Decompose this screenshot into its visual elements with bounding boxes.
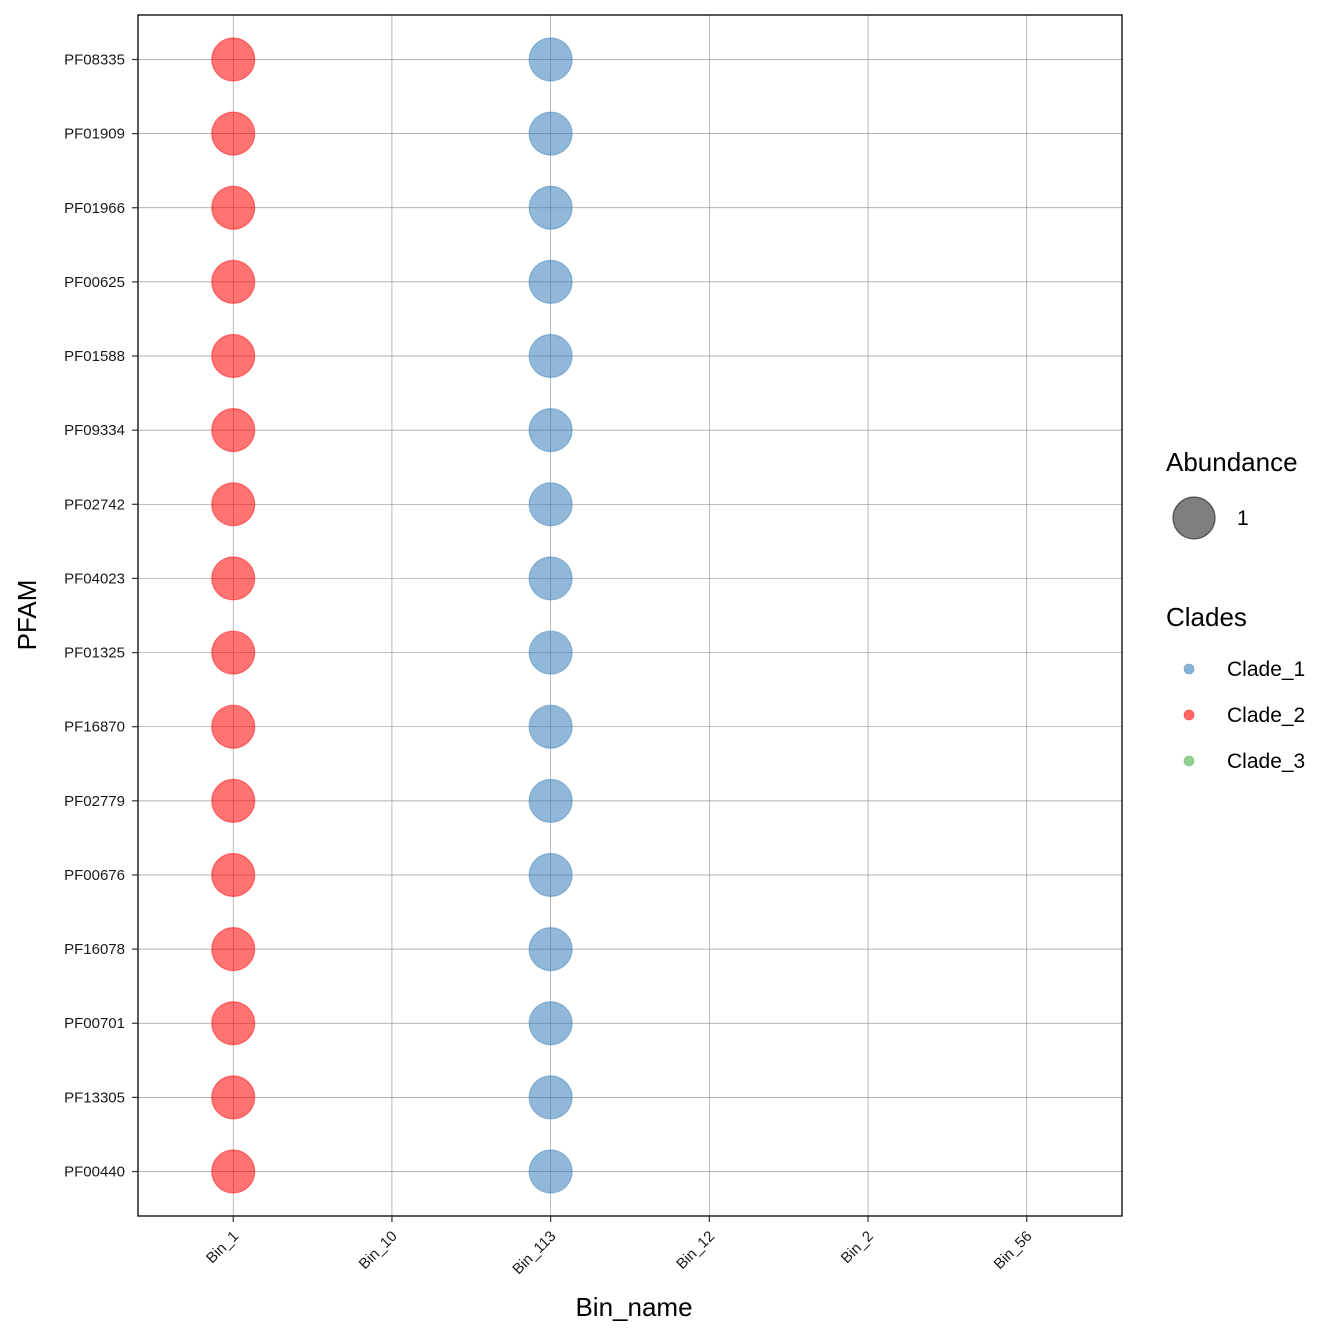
data-point <box>528 408 573 453</box>
y-axis-ticks: PF08335 PF01909 PF01966 PF00625 PF01588 PF093… <box>64 51 138 1181</box>
data-point <box>528 556 573 601</box>
data-point <box>211 927 256 972</box>
y-tick-label: PF02742 <box>64 496 125 513</box>
legend-abundance: Abundance 1 <box>1166 447 1298 540</box>
data-point <box>528 482 573 527</box>
data-point <box>211 1001 256 1046</box>
y-tick-label: PF00676 <box>64 867 125 884</box>
data-point <box>528 704 573 749</box>
data-point <box>528 111 573 156</box>
data-point <box>211 778 256 823</box>
data-point <box>528 1001 573 1046</box>
data-point <box>211 1075 256 1120</box>
y-tick-label: PF08335 <box>64 51 125 68</box>
data-point <box>528 927 573 972</box>
y-axis-title: PFAM <box>12 580 42 651</box>
legend-clade-key <box>1183 755 1195 767</box>
y-tick-label: PF01909 <box>64 126 125 143</box>
data-point <box>528 259 573 304</box>
y-tick-label: PF16078 <box>64 941 125 958</box>
data-point <box>528 333 573 379</box>
data-point <box>211 1149 256 1194</box>
legend-abundance-label: 1 <box>1237 507 1249 530</box>
y-tick-label: PF01588 <box>64 348 125 365</box>
legend-abundance-key <box>1172 496 1216 540</box>
grid-lines <box>138 15 1122 1216</box>
data-point <box>528 185 573 230</box>
legend-clade-key <box>1183 663 1195 675</box>
data-point <box>528 852 573 898</box>
plot-panel-border <box>137 14 1123 1217</box>
y-tick-label: PF02779 <box>64 793 125 810</box>
legend-abundance-title: Abundance <box>1166 447 1298 477</box>
data-point <box>211 333 256 379</box>
y-tick-label: PF09334 <box>64 422 125 439</box>
data-point <box>211 704 256 749</box>
data-point <box>528 630 573 675</box>
data-point <box>211 482 256 527</box>
data-point <box>211 556 256 601</box>
data-point <box>211 111 256 156</box>
data-point <box>211 185 256 230</box>
data-point <box>211 852 256 898</box>
data-points <box>211 37 573 1194</box>
legend-clade-label: Clade_3 <box>1227 750 1305 773</box>
legend-clade-label: Clade_1 <box>1227 658 1305 681</box>
y-tick-label: PF00440 <box>64 1164 125 1181</box>
data-point <box>528 1149 573 1194</box>
data-point <box>211 630 256 675</box>
y-tick-label: PF13305 <box>64 1089 125 1106</box>
y-tick-label: PF16870 <box>64 719 125 736</box>
legend-clades-title: Clades <box>1166 602 1247 632</box>
legend-clade-key <box>1183 709 1195 721</box>
y-tick-label: PF00625 <box>64 274 125 291</box>
y-tick-label: PF00701 <box>64 1015 125 1032</box>
data-point <box>211 37 256 82</box>
data-point <box>211 259 256 304</box>
y-tick-label: PF01325 <box>64 645 125 662</box>
legend-clades: Clades Clade_1 Clade_2 Clade_3 <box>1166 602 1305 773</box>
y-tick-label: PF01966 <box>64 200 125 217</box>
y-tick-label: PF04023 <box>64 570 125 587</box>
data-point <box>211 408 256 453</box>
data-point <box>528 37 573 82</box>
data-point <box>528 1075 573 1120</box>
x-axis-title: Bin_name <box>575 1292 692 1322</box>
data-point <box>528 778 573 823</box>
legend-clade-label: Clade_2 <box>1227 704 1305 727</box>
